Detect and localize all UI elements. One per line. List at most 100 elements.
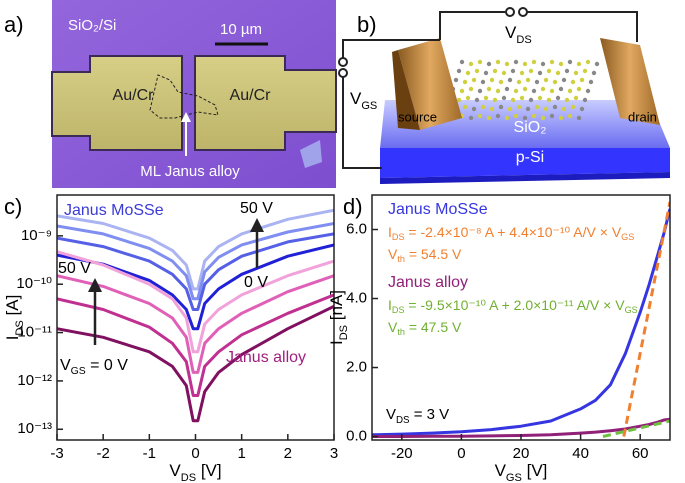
source-label: source <box>398 109 437 124</box>
atom <box>564 68 570 74</box>
text-part: = 0 V <box>86 357 129 374</box>
atom <box>486 86 492 92</box>
atom <box>513 113 519 119</box>
wire <box>439 11 505 40</box>
atom <box>495 59 501 65</box>
terminal <box>518 7 528 17</box>
text-part: V <box>388 246 398 262</box>
text-part: DS <box>392 305 405 315</box>
text-part: = -2.4×10⁻⁸ A + 4.4×10⁻¹⁰ <box>405 224 574 240</box>
atom <box>483 70 489 76</box>
wire <box>342 39 440 58</box>
atom <box>573 70 579 76</box>
scale-label: 10 µm <box>220 21 262 38</box>
text-part: V <box>169 461 181 480</box>
atom <box>576 61 582 67</box>
debris <box>300 140 322 168</box>
annotation: Vth = 47.5 V <box>388 319 462 338</box>
atom <box>528 97 534 103</box>
atom <box>519 95 525 101</box>
atom <box>591 70 597 76</box>
atom <box>558 61 564 67</box>
annotation: Janus alloy <box>226 349 306 366</box>
atom <box>528 68 534 74</box>
atom <box>513 88 519 94</box>
atom <box>501 70 507 76</box>
atom <box>534 79 540 85</box>
text-part: V <box>350 89 362 108</box>
panel-label: a) <box>4 12 24 37</box>
annotation: Janus MoSSe <box>64 202 164 219</box>
x-axis-label: VGS [V] <box>495 461 548 483</box>
atom <box>483 95 489 101</box>
text-part: [V] <box>522 461 548 480</box>
atom <box>510 68 516 74</box>
x-axis-label: VDS [V] <box>169 461 221 483</box>
atom <box>525 77 531 83</box>
text-part: A/V <box>573 224 596 240</box>
x-tick-label: 0 <box>457 445 465 462</box>
text-part: V <box>386 406 396 423</box>
atom <box>585 59 591 65</box>
y-tick-label: 10⁻¹¹ <box>17 324 52 341</box>
x-tick-label: 0 <box>191 445 199 462</box>
text-part: GS <box>621 232 634 242</box>
source-electrode <box>398 38 462 130</box>
y-tick-label: 2.0 <box>346 359 367 376</box>
atom <box>549 113 555 119</box>
atom <box>567 88 573 94</box>
series-line <box>57 208 334 291</box>
atom <box>567 113 573 119</box>
x-tick-label: -1 <box>143 445 156 462</box>
wire <box>527 11 638 42</box>
text-part: I <box>327 340 346 345</box>
series-line <box>57 274 334 374</box>
y-tick-label: 10⁻¹³ <box>17 420 52 437</box>
atom <box>546 97 552 103</box>
text-part: = 3 V <box>410 406 450 423</box>
text-part: I <box>388 224 392 240</box>
atom <box>456 97 462 103</box>
atom <box>498 104 504 110</box>
atom <box>468 115 474 121</box>
annotation: VGS = 0 V <box>60 357 128 377</box>
text-part: th <box>397 254 405 264</box>
atom <box>576 86 582 92</box>
p-si-slab <box>380 148 670 178</box>
text-part: GS <box>71 366 86 377</box>
atom <box>540 86 546 92</box>
text-part: DS <box>516 34 531 46</box>
text-part: DS <box>181 472 196 483</box>
series-line <box>57 243 334 331</box>
series-line <box>622 201 670 437</box>
atom <box>531 113 537 119</box>
atom <box>531 59 537 65</box>
text-part: [A] <box>3 295 22 321</box>
terminal <box>338 68 348 78</box>
atom <box>582 68 588 74</box>
oxide-label: SiO₂ <box>514 119 547 136</box>
flake-label: ML Janus alloy <box>140 163 240 180</box>
atom <box>549 88 555 94</box>
text-part: × V <box>596 224 622 240</box>
atom <box>555 95 561 101</box>
x-tick-label: 2 <box>284 445 292 462</box>
atom <box>549 59 555 65</box>
atom <box>504 115 510 121</box>
substrate-label: SiO₂/Si <box>68 17 116 34</box>
series-line <box>372 208 670 437</box>
atom <box>507 77 513 83</box>
flake-outline <box>149 74 219 119</box>
atom <box>570 79 576 85</box>
atom <box>456 68 462 74</box>
panel-label: d) <box>343 194 363 219</box>
panel-label: c) <box>4 194 22 219</box>
text-part: V <box>505 23 517 42</box>
text-part: GS <box>506 472 522 483</box>
text-part: GS <box>361 100 377 112</box>
atom <box>537 70 543 76</box>
terminal <box>505 7 515 17</box>
y-axis-label: IDS [A] <box>3 295 25 341</box>
text-part: DS <box>338 325 350 340</box>
